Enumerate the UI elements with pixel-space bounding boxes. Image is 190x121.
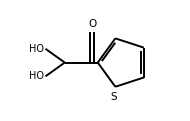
Text: HO: HO xyxy=(29,44,44,54)
Text: HO: HO xyxy=(29,71,44,81)
Text: O: O xyxy=(88,19,96,29)
Text: S: S xyxy=(111,92,117,102)
